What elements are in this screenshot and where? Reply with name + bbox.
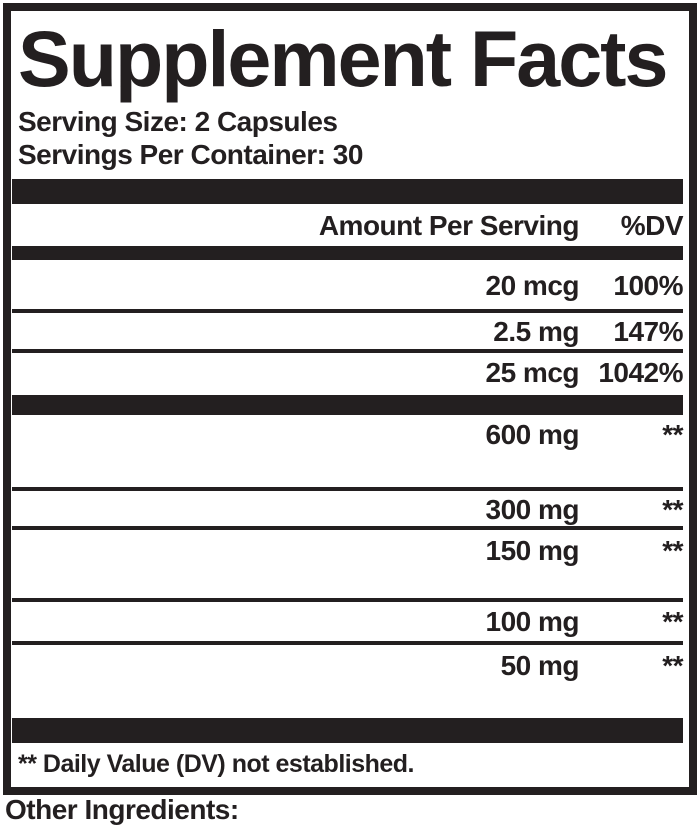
nutrient-amount: 600 mg (485, 419, 580, 450)
nutrient-row: 25 mcg 1042% (12, 353, 684, 395)
nutrient-amount: 50 mg (500, 650, 580, 681)
separator-bar-middle (12, 395, 683, 415)
column-header-spacer (12, 212, 289, 213)
nutrient-amount: 25 mcg (485, 357, 580, 388)
separator-bar-bottom (12, 718, 683, 743)
nutrient-amount: 150 mg (485, 535, 580, 566)
nutrient-dv: ** (662, 419, 683, 450)
nutrient-row: 2.5 mg 147% (12, 313, 684, 353)
daily-value-footnote: ** Daily Value (DV) not established. (18, 750, 415, 778)
nutrient-row: 300 mg ** (12, 491, 684, 530)
nutrient-row: 20 mcg 100% (12, 260, 684, 313)
servings-per-container-line: Servings Per Container: 30 (18, 139, 363, 170)
nutrient-amount: 20 mcg (485, 270, 580, 301)
nutrient-name (12, 421, 429, 422)
nutrient-amount: 2.5 mg (493, 316, 579, 347)
column-header-row: Amount Per Serving %DV (12, 204, 684, 246)
nutrient-dv: 147% (613, 316, 683, 347)
column-header-dv: %DV (620, 210, 684, 241)
nutrient-dv: ** (662, 535, 683, 566)
nutrient-amount: 300 mg (485, 494, 580, 525)
serving-size-line: Serving Size: 2 Capsules (18, 106, 338, 137)
separator-bar-top (12, 179, 683, 204)
nutrient-row: 150 mg ** (12, 530, 684, 602)
column-header-amount: Amount Per Serving (318, 210, 580, 241)
nutrient-row: 50 mg ** (12, 645, 684, 718)
nutrient-name (12, 496, 429, 497)
nutrient-dv: 1042% (598, 357, 683, 388)
nutrient-name (12, 652, 429, 653)
nutrient-dv: ** (662, 494, 683, 525)
nutrient-name (12, 608, 429, 609)
label-title: Supplement Facts (18, 14, 668, 103)
separator-bar-header (12, 246, 683, 260)
supplement-facts-box: Supplement Facts Serving Size: 2 Capsule… (3, 3, 697, 795)
nutrient-dv: ** (662, 606, 683, 637)
nutrient-dv: ** (662, 650, 683, 681)
nutrient-row: 100 mg ** (12, 602, 684, 645)
nutrient-row: 600 mg ** (12, 415, 684, 491)
nutrient-name (12, 537, 429, 538)
nutrient-dv: 100% (613, 270, 683, 301)
nutrient-name (12, 272, 429, 273)
nutrient-amount: 100 mg (485, 606, 580, 637)
nutrient-name (12, 359, 429, 360)
nutrient-name (12, 318, 429, 319)
other-ingredients-heading: Other Ingredients: (5, 794, 239, 825)
